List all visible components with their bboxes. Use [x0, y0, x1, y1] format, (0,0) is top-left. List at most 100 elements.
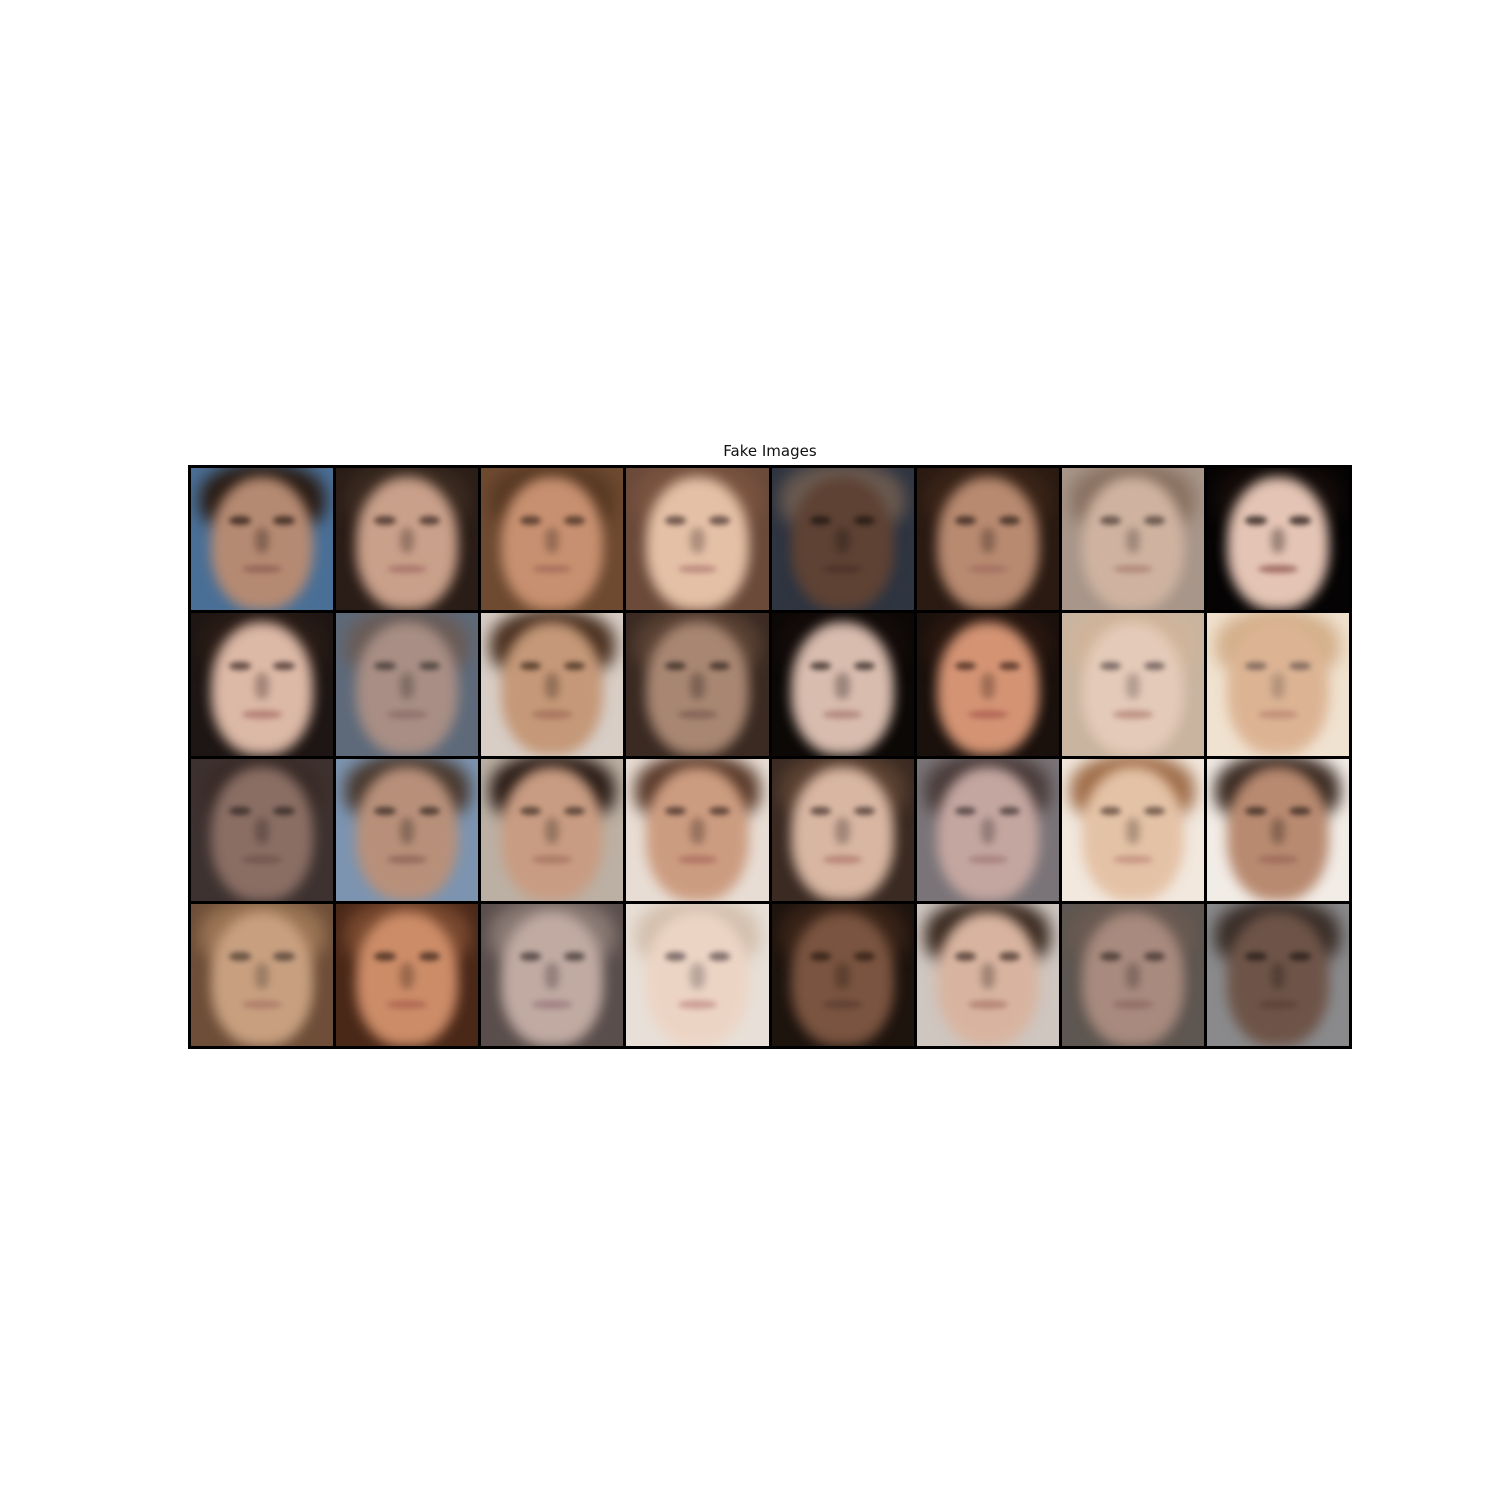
right-eye: [708, 952, 731, 961]
right-eye: [853, 516, 876, 525]
generated-face-image: [626, 613, 769, 756]
left-eye: [664, 661, 687, 671]
nose: [545, 527, 560, 554]
generated-face-image: [336, 758, 479, 901]
face-region: [501, 767, 604, 901]
generated-face-image: [336, 468, 479, 611]
generated-face-image: [626, 903, 769, 1046]
mouth: [387, 855, 428, 864]
left-eye: [1100, 806, 1122, 816]
nose: [254, 527, 270, 554]
mouth: [822, 709, 863, 719]
face-region: [646, 476, 749, 611]
left-eye: [229, 952, 251, 961]
left-eye: [664, 516, 687, 525]
mouth: [387, 564, 428, 574]
mouth: [1112, 709, 1153, 719]
mouth: [1258, 1000, 1298, 1009]
right-eye: [708, 661, 731, 671]
left-eye: [954, 806, 977, 816]
left-eye: [229, 806, 251, 816]
nose: [545, 818, 560, 844]
face-region: [936, 621, 1039, 756]
generated-face-image: [1061, 613, 1204, 756]
nose: [980, 963, 995, 990]
nose: [1125, 963, 1140, 990]
right-eye: [563, 516, 585, 525]
nose: [1270, 963, 1286, 990]
left-eye: [519, 952, 541, 961]
face-region: [646, 912, 749, 1046]
generated-face-image: [481, 613, 624, 756]
nose: [254, 818, 270, 844]
mouth: [242, 709, 282, 719]
face-region: [791, 767, 894, 901]
generated-face-image: [191, 468, 334, 611]
right-eye: [563, 806, 585, 816]
left-eye: [1100, 952, 1122, 961]
left-eye: [954, 952, 977, 961]
generated-face-image: [481, 468, 624, 611]
nose: [835, 818, 850, 844]
nose: [1270, 672, 1286, 699]
nose: [400, 818, 415, 844]
right-eye: [273, 661, 295, 671]
face-region: [936, 767, 1039, 901]
nose: [400, 963, 415, 990]
right-eye: [999, 952, 1021, 961]
left-eye: [1245, 516, 1267, 525]
mouth: [822, 564, 863, 574]
generated-face-image: [481, 758, 624, 901]
mouth: [967, 1000, 1008, 1009]
nose: [545, 963, 560, 990]
face-region: [501, 476, 604, 611]
left-eye: [519, 516, 541, 525]
face-region: [791, 621, 894, 756]
generated-face-image: [771, 758, 914, 901]
left-eye: [809, 661, 832, 671]
left-eye: [954, 516, 977, 525]
right-eye: [999, 661, 1021, 671]
right-eye: [708, 516, 731, 525]
mouth: [242, 1000, 282, 1009]
generated-face-image: [1061, 468, 1204, 611]
left-eye: [1245, 952, 1267, 961]
nose: [1125, 818, 1140, 844]
left-eye: [664, 806, 687, 816]
generated-face-image: [916, 468, 1059, 611]
left-eye: [374, 516, 396, 525]
generated-face-image: [916, 758, 1059, 901]
nose: [980, 818, 995, 844]
mouth: [1258, 855, 1298, 864]
face-region: [936, 476, 1039, 611]
nose: [980, 527, 995, 554]
nose: [835, 527, 850, 554]
generated-face-image: [626, 468, 769, 611]
left-eye: [229, 661, 251, 671]
mouth: [1258, 709, 1298, 719]
left-eye: [519, 661, 541, 671]
generated-face-image: [336, 903, 479, 1046]
face-region: [1226, 767, 1330, 901]
mouth: [677, 1000, 718, 1009]
figure-title: Fake Images: [723, 442, 817, 460]
mouth: [677, 709, 718, 719]
right-eye: [999, 806, 1021, 816]
face-region: [1081, 767, 1184, 901]
mouth: [242, 564, 282, 574]
face-region: [791, 476, 894, 611]
right-eye: [1289, 661, 1311, 671]
generated-face-image: [626, 758, 769, 901]
right-eye: [418, 516, 440, 525]
mouth: [822, 1000, 863, 1009]
right-eye: [418, 806, 440, 816]
generated-face-image: [1206, 758, 1349, 901]
mouth: [532, 709, 573, 719]
nose: [400, 672, 415, 699]
right-eye: [1289, 806, 1311, 816]
generated-face-image: [1061, 903, 1204, 1046]
mouth: [532, 564, 573, 574]
nose: [254, 672, 270, 699]
nose: [835, 963, 850, 990]
generated-face-image: [336, 613, 479, 756]
